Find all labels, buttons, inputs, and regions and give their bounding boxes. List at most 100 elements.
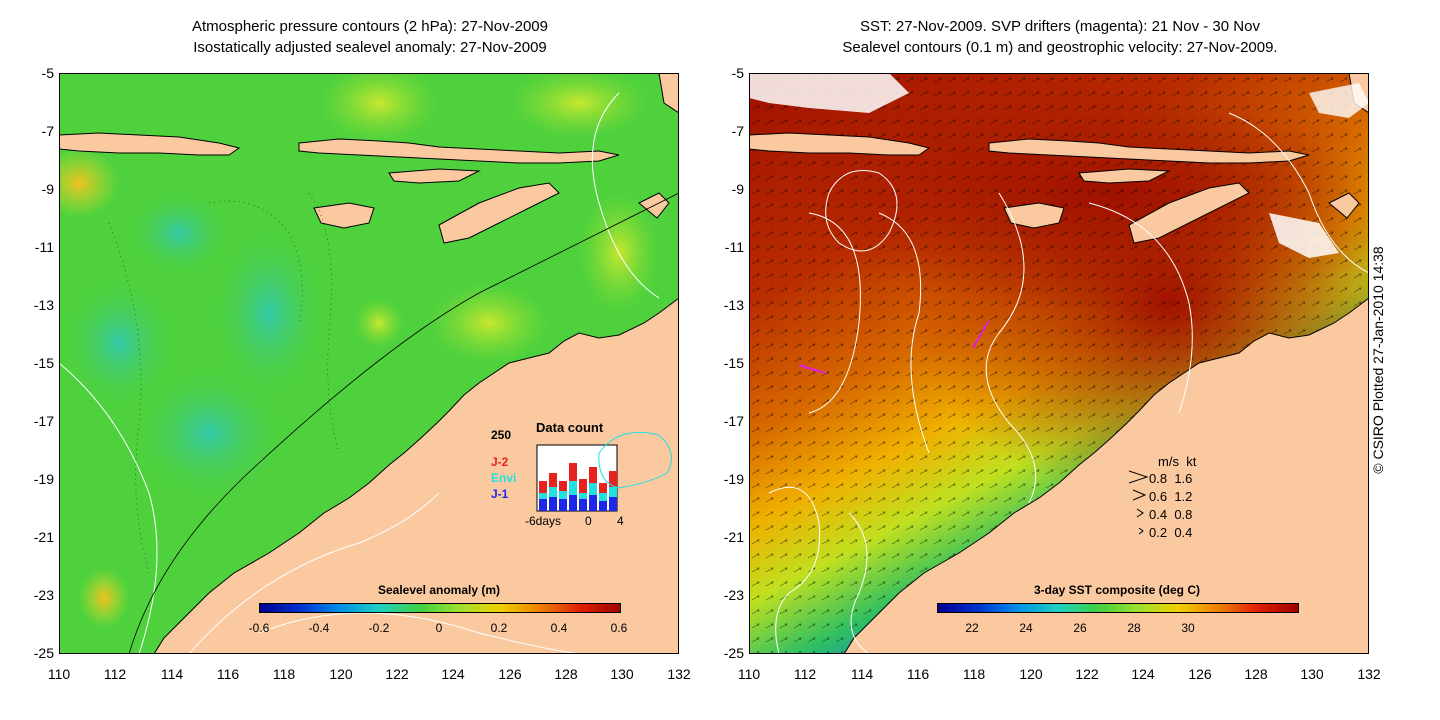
right-map-title: SST: 27-Nov-2009. SVP drifters (magenta)…	[730, 16, 1390, 58]
lon-tick: 130	[1300, 666, 1324, 682]
anomaly-blob	[129, 363, 289, 503]
cloud-gap	[1269, 213, 1339, 258]
data-count-inset	[536, 444, 618, 512]
sealevel-contour	[985, 192, 1037, 504]
count-bar-j1	[599, 501, 607, 511]
count-bar-j2	[579, 479, 587, 493]
lesser-sunda-islands	[988, 138, 1310, 164]
lat-tick: -11	[34, 239, 54, 255]
velocity-header-kt: kt	[1186, 454, 1197, 469]
timor-island	[1128, 182, 1250, 244]
count-bar-envi	[539, 493, 547, 499]
legend-j2: J-2	[491, 455, 509, 469]
map-frame	[749, 73, 1369, 654]
lon-tick: 124	[1131, 666, 1155, 682]
lon-tick: 122	[385, 666, 409, 682]
count-bar-j1	[609, 497, 617, 511]
map-frame	[59, 73, 679, 654]
velocity-arrow-0.2	[1138, 527, 1144, 535]
sla-colorbar-tick: -0.4	[308, 621, 330, 635]
data-count-ymax: 250	[491, 428, 512, 442]
altimeter-track	[598, 431, 672, 489]
lon-tick: 112	[103, 666, 127, 682]
lat-tick: -23	[33, 587, 54, 603]
count-bar-envi	[609, 487, 617, 497]
pressure-contour	[258, 612, 580, 654]
velocity-ms: 0.2	[1149, 525, 1168, 540]
count-bar-envi	[579, 493, 587, 499]
velocity-arrow-0.4	[1136, 508, 1144, 518]
sealevel-contour	[768, 486, 821, 654]
lat-tick: -13	[33, 297, 54, 313]
lon-tick: 116	[906, 666, 930, 682]
pressure-contour	[591, 92, 660, 299]
lon-tick: 120	[1019, 666, 1043, 682]
data-count-xtick-end: 4	[617, 514, 624, 528]
anomaly-blob	[59, 273, 179, 413]
lon-tick: 128	[554, 666, 578, 682]
lat-tick: -9	[41, 181, 54, 197]
anomaly-blob	[124, 188, 234, 278]
lat-tick: -17	[723, 413, 744, 429]
count-bar-j2	[599, 483, 607, 493]
count-bar-j2	[539, 481, 547, 493]
lesser-sunda-islands	[298, 138, 620, 164]
lon-tick: 120	[329, 666, 353, 682]
velocity-ms: 0.4	[1149, 507, 1168, 522]
sla-colorbar-tick: 0.2	[490, 621, 508, 635]
lon-tick: 114	[160, 666, 184, 682]
sealevel-contour	[848, 512, 870, 654]
sla-colorbar	[259, 603, 621, 613]
csiro-credit: © CSIRO Plotted 27-Jan-2010 14:38	[1370, 246, 1386, 474]
sla-contour	[308, 192, 340, 454]
sst-colorbar-tick: 26	[1073, 621, 1087, 635]
cloud-gap	[749, 73, 909, 113]
lat-tick: -17	[33, 413, 54, 429]
lon-tick: 132	[1357, 666, 1381, 682]
sealevel-contour	[808, 212, 861, 414]
velocity-legend-row: 0.4 0.8	[1149, 507, 1192, 522]
lat-tick: -5	[41, 65, 54, 81]
sla-colorbar-tick: 0.4	[550, 621, 568, 635]
cloud-gap	[1309, 83, 1369, 118]
right-title-line2: Sealevel contours (0.1 m) and geostrophi…	[842, 39, 1278, 56]
left-map-title: Atmospheric pressure contours (2 hPa): 2…	[40, 16, 700, 58]
sealevel-anomaly-map: Data count 250 -6days 0 4 J-2 Envi J-1 S…	[59, 73, 679, 654]
data-count-xtick-start: -6days	[525, 514, 562, 528]
sst-colorbar-title: 3-day SST composite (deg C)	[1033, 583, 1201, 597]
count-bar-envi	[559, 491, 567, 499]
lat-tick: -9	[731, 181, 744, 197]
data-count-xtick-zero: 0	[585, 514, 592, 528]
count-bar-j1	[589, 495, 597, 511]
sla-colorbar-tick: -0.6	[248, 621, 270, 635]
count-bar-j1	[569, 495, 577, 511]
lat-tick: -15	[723, 355, 744, 371]
velocity-ms: 0.8	[1149, 471, 1168, 486]
lat-tick: -19	[723, 471, 744, 487]
count-bar-envi	[599, 493, 607, 501]
anomaly-blob	[209, 223, 329, 403]
lat-tick: -7	[731, 123, 744, 139]
count-bar-j1	[549, 497, 557, 511]
velocity-arrow-0.8	[1128, 470, 1149, 484]
sumba-island	[1003, 202, 1065, 229]
flores-island	[388, 168, 481, 184]
legend-j1: J-1	[491, 487, 509, 501]
velocity-kt: 0.4	[1174, 525, 1193, 540]
pressure-contour	[59, 362, 158, 654]
lat-tick: -25	[723, 645, 744, 661]
lon-tick: 130	[610, 666, 634, 682]
count-bar-envi	[549, 487, 557, 497]
velocity-kt: 1.2	[1174, 489, 1193, 504]
lon-tick: 118	[272, 666, 296, 682]
sst-map-canvas	[749, 73, 1369, 654]
lon-tick: 114	[850, 666, 874, 682]
lat-tick: -21	[723, 529, 744, 545]
sla-contour	[208, 200, 303, 324]
right-title-line1: SST: 27-Nov-2009. SVP drifters (magenta)…	[860, 18, 1260, 35]
lon-tick: 110	[47, 666, 71, 682]
legend-envi: Envi	[491, 471, 517, 485]
lat-tick: -7	[41, 123, 54, 139]
lat-tick: -19	[33, 471, 54, 487]
velocity-legend-row: 0.8 1.6	[1149, 471, 1192, 486]
